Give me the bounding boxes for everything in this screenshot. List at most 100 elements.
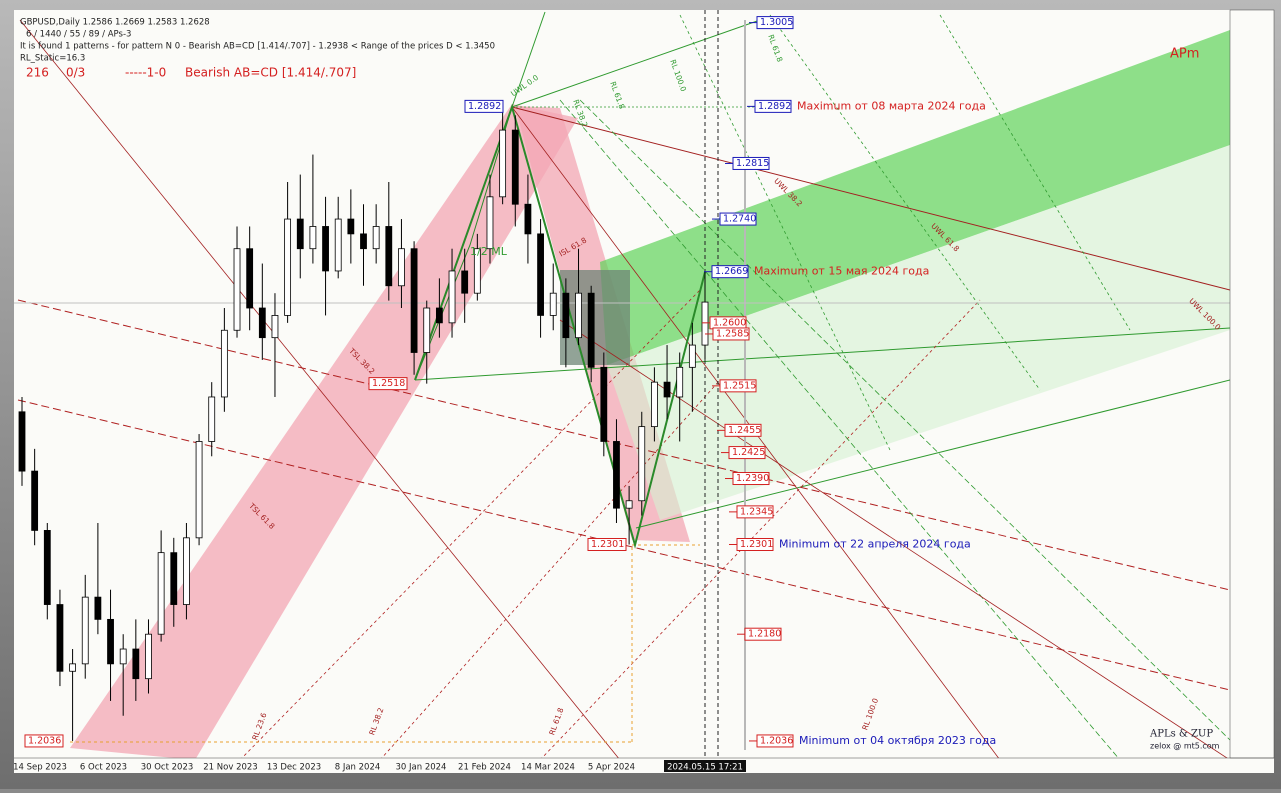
cursor-label: 2024.05.15 17:21: [667, 763, 743, 773]
level-box: [736, 505, 774, 519]
x-tick-label: 14 Mar 2024: [521, 763, 575, 773]
pivot-label: 1.2301: [591, 539, 624, 550]
level-label: 1.2301: [740, 539, 773, 550]
candle-body: [587, 292, 595, 368]
fib-line: [19, 19, 619, 758]
signature: zelox @ mt5.com: [1150, 742, 1220, 751]
level-label: 1.2815: [736, 158, 769, 169]
candle-body: [499, 129, 507, 198]
signature: APLs & ZUP: [1149, 729, 1213, 740]
status-text: 0/3: [66, 66, 85, 80]
candle-body: [347, 218, 355, 235]
candle-body: [461, 270, 469, 294]
candle-body: [638, 426, 646, 502]
candle-body: [94, 596, 102, 620]
fib-line: [17, 299, 1230, 591]
header-text: It is found 1 patterns - for pattern N 0…: [20, 42, 495, 52]
candle-body: [246, 248, 254, 309]
candle-body: [69, 663, 76, 672]
candle-body: [43, 530, 51, 605]
header-text: 6 / 1440 / 55 / 89 / APs-3: [26, 30, 131, 40]
pink-channel: [70, 104, 578, 758]
candle-body: [676, 366, 684, 398]
level-box: [732, 472, 770, 486]
channel-line: [635, 379, 1230, 529]
fib-line: [679, 14, 891, 451]
level-box: [736, 537, 774, 551]
pivot-label: 1.2892: [468, 101, 501, 112]
level-note: Maximum от 15 мая 2024 года: [754, 265, 929, 278]
candle-body: [524, 203, 532, 235]
drawings: [14, 10, 1230, 758]
fib-line: [579, 99, 1230, 741]
level-label: 1.2180: [748, 629, 781, 640]
pivot-label: 1.2518: [372, 378, 405, 389]
level-label: 1.2740: [723, 214, 756, 225]
green-band: [600, 30, 1230, 365]
level-box: [719, 379, 757, 393]
level-box: [756, 16, 794, 30]
level-label: 1.2585: [716, 328, 749, 339]
level-label: 1.2425: [732, 447, 765, 458]
candle-body: [651, 381, 658, 428]
candle-body: [56, 604, 64, 672]
candle-body: [625, 500, 633, 509]
candle-body: [372, 226, 380, 250]
brand: APm: [1170, 47, 1199, 62]
candle-body: [537, 233, 544, 316]
candle-body: [322, 226, 329, 272]
candle-body: [271, 315, 279, 339]
candle-body: [663, 381, 671, 398]
level-box: [754, 99, 792, 113]
candle-body: [688, 344, 696, 368]
fib-line: [511, 11, 546, 108]
candle-body: [309, 226, 317, 250]
zigzag: [414, 103, 706, 549]
header-text: RL_Static=16.3: [20, 54, 85, 64]
pivot-box: [24, 734, 64, 748]
level-box: [719, 212, 757, 226]
candle-body: [132, 648, 140, 680]
fib-line: [541, 299, 981, 758]
candle-body: [613, 441, 620, 509]
x-tick-label: 30 Jan 2024: [396, 763, 447, 773]
level-box: [756, 734, 794, 748]
candle-body: [562, 292, 570, 339]
level-box: [728, 446, 766, 460]
candle-body: [448, 270, 456, 324]
fib-line: [559, 99, 1119, 758]
candle-body: [410, 248, 418, 353]
candle-body: [183, 537, 190, 605]
channel-line: [414, 327, 1230, 381]
candle-body: [334, 218, 342, 272]
fib-line: [241, 289, 701, 758]
green-zone: [607, 145, 1230, 520]
zigzag: [414, 106, 513, 381]
pivot-box: [587, 537, 627, 551]
fib-line: [559, 319, 1228, 758]
level-label: 1.3005: [760, 17, 793, 28]
level-note: Minimum от 04 октября 2023 года: [799, 734, 996, 747]
candle-body: [170, 552, 178, 605]
level-label: 1.2455: [728, 425, 761, 436]
candle-body: [486, 196, 494, 250]
candle-body: [473, 248, 481, 294]
median-line: [511, 106, 1230, 291]
candle-body: [119, 648, 127, 665]
candles: [18, 106, 709, 741]
level-label: 1.2345: [740, 506, 773, 517]
price-axis: [1229, 9, 1275, 759]
level-box: [724, 423, 762, 437]
level-label: 1.2036: [760, 735, 793, 746]
candle-body: [549, 292, 557, 316]
fib-line: [769, 14, 1041, 391]
fib-line: [511, 19, 761, 108]
candle-body: [18, 411, 26, 472]
level-label: 1.2390: [736, 473, 769, 484]
candle-body: [701, 301, 709, 346]
level-note: Maximum от 08 марта 2024 года: [797, 99, 986, 112]
level-note: Minimum от 22 апреля 2024 года: [779, 537, 971, 550]
header-text: GBPUSD,Daily 1.2586 1.2669 1.2583 1.2628: [20, 18, 210, 28]
